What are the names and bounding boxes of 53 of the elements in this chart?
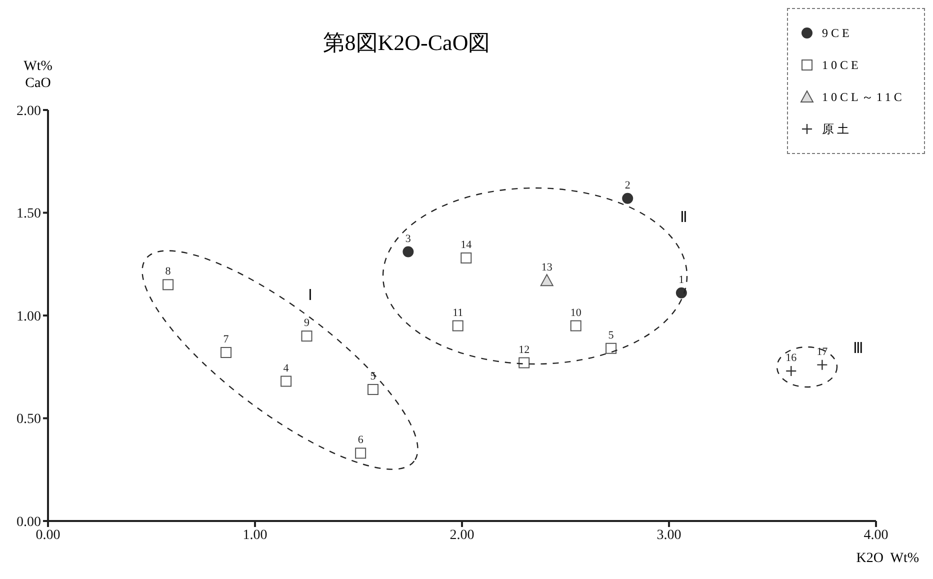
- annotation: 9: [304, 317, 310, 330]
- annotation: Ⅱ: [680, 210, 687, 226]
- legend-label: 原土: [822, 120, 852, 138]
- point: [220, 346, 232, 358]
- y-tick-label: 1.00: [16, 309, 41, 324]
- point: [606, 342, 617, 354]
- point: [622, 192, 634, 204]
- annotation: 12: [518, 344, 530, 356]
- point: [301, 330, 312, 342]
- point: [355, 448, 366, 459]
- annotation: 5: [608, 329, 614, 342]
- y-tick-label: 0.50: [16, 412, 41, 428]
- legend-label: 10CL～11C: [822, 88, 905, 106]
- annotation: 3: [405, 232, 412, 245]
- chart-title: 第8図K2O-CaO図: [322, 29, 492, 57]
- annotation: 10: [570, 306, 582, 319]
- y-tick-label: 1.50: [16, 206, 41, 222]
- point: [816, 359, 828, 370]
- annotation: 4: [283, 362, 290, 374]
- annotation: 1: [678, 274, 684, 286]
- point: [452, 320, 464, 332]
- legend-label: 9CE: [822, 26, 852, 40]
- point: [460, 252, 472, 264]
- y-tick-label: 2.00: [16, 104, 41, 119]
- point: [402, 246, 414, 258]
- annotation: 14: [460, 238, 472, 251]
- x-tick-label: 3.00: [656, 528, 682, 543]
- point: [162, 279, 174, 290]
- y-axis-title: Wt% CaO: [22, 58, 54, 92]
- annotation: 7: [223, 333, 230, 346]
- y-tick-label: 0.00: [16, 514, 41, 530]
- x-axis-title: K2O Wt%: [856, 551, 919, 567]
- annotation: Ⅰ: [308, 288, 312, 304]
- point: [676, 287, 687, 298]
- point: [786, 365, 797, 377]
- annotation: 2: [624, 179, 630, 192]
- annotation: 16: [786, 352, 798, 364]
- annotation: 11: [452, 306, 464, 319]
- x-tick-label: 1.00: [242, 528, 268, 543]
- annotation: 13: [541, 262, 553, 274]
- x-tick-label: 4.00: [864, 528, 888, 543]
- legend-label: 10CE: [822, 58, 862, 72]
- point: [367, 384, 378, 395]
- x-tick-label: 0.00: [36, 528, 60, 543]
- point: [540, 274, 554, 286]
- point: [570, 320, 582, 332]
- point: [280, 376, 292, 387]
- point: [518, 357, 530, 368]
- annotation: 17: [816, 346, 828, 358]
- annotation: 6: [358, 434, 364, 446]
- annotation: 8: [165, 266, 172, 278]
- annotation: Ⅲ: [853, 341, 863, 357]
- x-tick-label: 2.00: [450, 528, 474, 543]
